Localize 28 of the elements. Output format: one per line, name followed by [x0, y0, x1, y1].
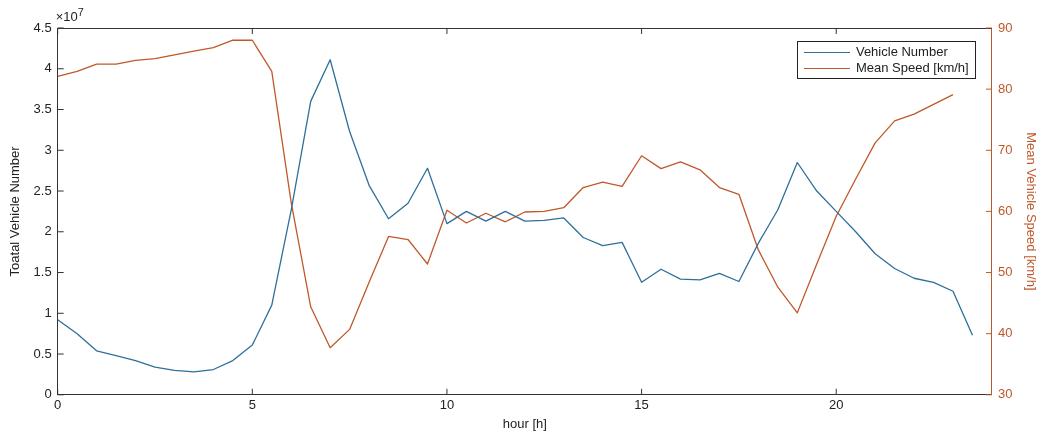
y-tick-label: 3.5 — [33, 101, 52, 117]
y2-tick-label: 50 — [997, 264, 1013, 280]
y2-tick-label: 90 — [997, 19, 1013, 35]
x-tick-label: 20 — [828, 397, 844, 413]
y-tick-label: 3 — [44, 141, 52, 157]
y-tick-label: 2.5 — [33, 182, 52, 198]
y-tick-label: 1 — [44, 304, 52, 320]
y2-tick-label: 60 — [997, 202, 1013, 218]
y-tick-label: 2 — [44, 223, 52, 239]
y2-tick-label: 30 — [997, 386, 1013, 402]
x-tick-label: 5 — [248, 397, 256, 413]
y-tick-label: 1.5 — [33, 264, 52, 280]
y2-tick-label: 40 — [997, 325, 1013, 341]
y2-axis-title: Mean Vehicle Speed [km/h] — [1023, 132, 1039, 291]
y-tick-label: 4.5 — [33, 19, 52, 35]
x-tick-label: 0 — [54, 397, 62, 413]
legend-label: Vehicle Number — [855, 44, 948, 60]
y-tick-label: 0 — [44, 386, 52, 402]
x-axis-title: hour [h] — [502, 415, 547, 431]
y-axis-title: Toatal Vehicle Number — [7, 145, 23, 277]
x-tick-label: 15 — [634, 397, 649, 413]
x-tick-label: 10 — [439, 397, 455, 413]
y2-tick-label: 80 — [997, 80, 1013, 96]
y-tick-label: 4 — [44, 60, 52, 76]
y-tick-label: 0.5 — [33, 345, 52, 361]
text: ×10$^{7}$ — [55, 6, 84, 25]
y2-tick-label: 70 — [997, 141, 1013, 157]
legend-label: Mean Speed [km/h] — [855, 60, 969, 76]
